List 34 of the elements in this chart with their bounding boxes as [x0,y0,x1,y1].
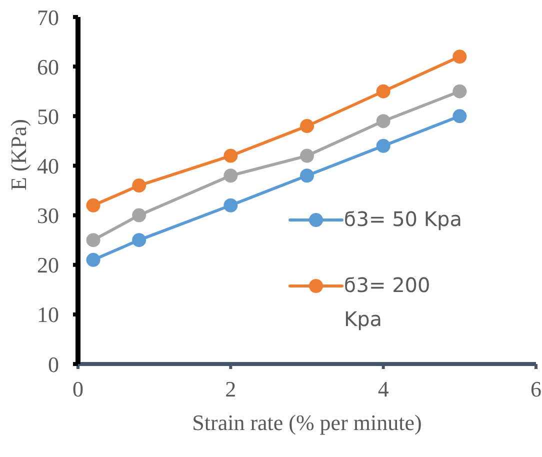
y-tick-label: 0 [48,352,59,377]
x-tick-label: 6 [530,376,542,402]
y-tick-label: 70 [37,4,59,30]
point [86,233,100,248]
point [86,198,100,212]
point [376,138,390,153]
point [452,50,467,64]
point [452,84,467,98]
point [86,252,100,267]
x-tick-label: 4 [378,376,389,402]
y-tick-label: 20 [37,252,59,278]
point [224,148,238,163]
point [224,168,238,183]
y-axis-title: E (KPa) [6,119,31,190]
point [376,114,390,128]
point [300,119,314,134]
point [300,168,314,183]
point [132,208,146,222]
legend-label: ϭ3= 200 Kpa [344,272,432,333]
x-tick-label: 0 [72,376,84,402]
y-tick-label: 60 [37,54,59,80]
y-tick-label: 10 [37,302,59,328]
point [224,198,238,212]
y-tick-label: 30 [37,203,59,228]
legend-label: ϭ3= 50 Kpa [344,206,463,233]
point [132,178,146,193]
x-tick-label: 2 [225,376,236,402]
x-axis-title: Strain rate (% per minute) [192,410,422,435]
y-tick-label: 50 [37,104,59,129]
point [452,109,467,124]
point [300,148,314,163]
point [132,233,146,248]
y-tick-label: 40 [37,154,59,179]
point [376,84,390,98]
